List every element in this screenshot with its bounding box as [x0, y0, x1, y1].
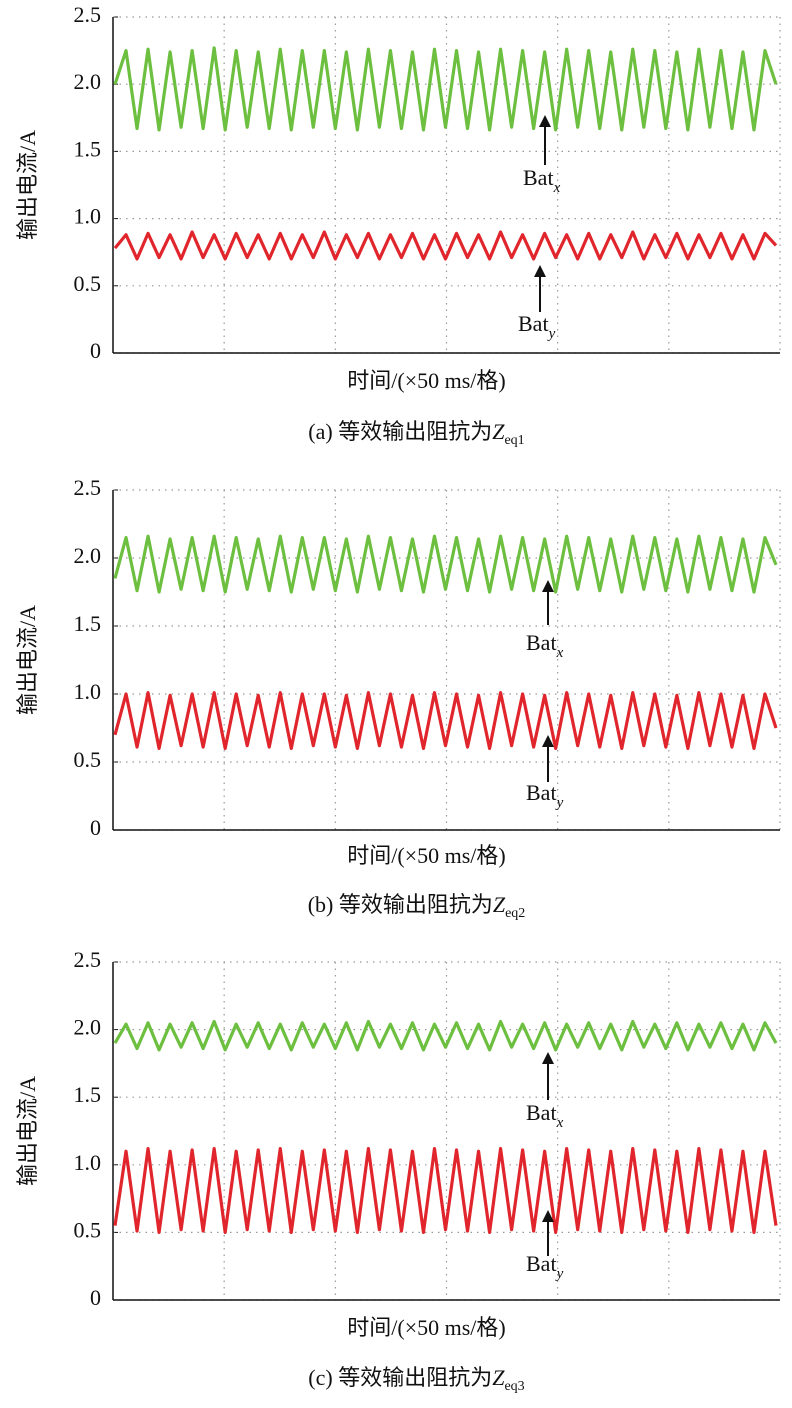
caption: (c) 等效输出阻抗为Zeq3 — [308, 1365, 524, 1394]
annotation-text: Bat — [518, 311, 549, 336]
y-axis-label: 输出电流/A — [15, 130, 40, 240]
series-line — [113, 1146, 778, 1234]
y-tick-label: 1.0 — [74, 679, 102, 704]
annotation: Baty — [526, 780, 564, 811]
annotation-text: Bat — [523, 165, 554, 190]
y-tick-label: 0.5 — [74, 1217, 102, 1242]
caption-symbol: Z — [492, 419, 505, 444]
series-line — [113, 1019, 778, 1052]
series-line — [113, 534, 778, 594]
caption-sub: eq1 — [504, 433, 524, 448]
subplot: 0 0.5 1.0 1.5 2.0 2.5 输出电流/A 时间/(×50 ms/格) (b) 等… — [15, 475, 781, 921]
annotation: Batx — [523, 165, 561, 196]
y-tick-label: 0.5 — [74, 747, 102, 772]
caption-text: (b) 等效输出阻抗为 — [308, 892, 493, 917]
y-tick-label: 2.0 — [74, 69, 102, 94]
series-line — [113, 46, 778, 132]
y-tick-label: 1.5 — [74, 136, 102, 161]
annotation-text: Bat — [526, 780, 557, 805]
y-tick-label: 0 — [90, 1285, 101, 1310]
annotation-arrowhead — [542, 735, 554, 747]
caption: (a) 等效输出阻抗为Zeq1 — [308, 419, 524, 448]
y-tick-label: 0 — [90, 338, 101, 363]
annotation-sub: y — [555, 795, 564, 811]
caption-text: (c) 等效输出阻抗为 — [308, 1365, 492, 1390]
annotation-sub: x — [556, 1115, 564, 1131]
annotation-arrowhead — [542, 1210, 554, 1222]
x-axis-label: 时间/(×50 ms/格) — [347, 1315, 505, 1340]
caption-symbol: Z — [492, 1365, 505, 1390]
x-axis-label: 时间/(×50 ms/格) — [347, 843, 505, 868]
annotation-text: Bat — [526, 630, 557, 655]
caption-sub: eq2 — [505, 906, 525, 921]
y-tick-label: 2.0 — [74, 1015, 102, 1040]
annotation-arrowhead — [542, 580, 554, 592]
y-tick-label: 1.5 — [74, 611, 102, 636]
y-tick-label: 0 — [90, 815, 101, 840]
caption-symbol: Z — [493, 892, 506, 917]
annotation-sub: x — [556, 645, 564, 661]
subplot: 0 0.5 1.0 1.5 2.0 2.5 输出电流/A 时间/(×50 ms/格) (c) 等… — [15, 947, 781, 1394]
annotation-text: Bat — [526, 1251, 557, 1276]
y-tick-label: 1.0 — [74, 204, 102, 229]
annotation: Baty — [526, 1251, 564, 1282]
x-axis-label: 时间/(×50 ms/格) — [347, 368, 505, 393]
annotation-arrowhead — [539, 115, 551, 127]
annotation-sub: y — [555, 1266, 564, 1282]
y-tick-label: 1.0 — [74, 1150, 102, 1175]
annotation-arrowhead — [534, 265, 546, 277]
series-line — [113, 691, 778, 750]
annotation-sub: x — [553, 180, 561, 196]
y-tick-label: 2.5 — [74, 2, 102, 27]
annotation-text: Bat — [526, 1100, 557, 1125]
caption-sub: eq3 — [504, 1379, 524, 1394]
y-tick-label: 0.5 — [74, 271, 102, 296]
caption: (b) 等效输出阻抗为Zeq2 — [308, 892, 526, 921]
y-axis-label: 输出电流/A — [15, 605, 40, 715]
y-tick-label: 2.5 — [74, 475, 102, 500]
annotation-sub: y — [547, 326, 556, 342]
annotation: Baty — [518, 311, 556, 342]
y-tick-label: 2.0 — [74, 543, 102, 568]
subplot: 0 0.5 1.0 1.5 2.0 2.5 输出电流/A 时间/(×50 ms/格) (a) 等… — [15, 2, 781, 448]
y-tick-label: 1.5 — [74, 1082, 102, 1107]
y-axis-label: 输出电流/A — [15, 1076, 40, 1186]
y-tick-label: 2.5 — [74, 947, 102, 972]
caption-text: (a) 等效输出阻抗为 — [308, 419, 492, 444]
annotation: Batx — [526, 1100, 564, 1131]
annotation: Batx — [526, 630, 564, 661]
annotation-arrowhead — [542, 1052, 554, 1064]
series-line — [113, 230, 778, 261]
